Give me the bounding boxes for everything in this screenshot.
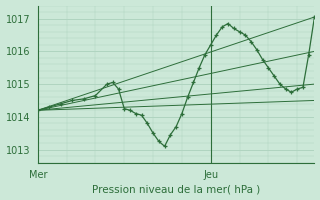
X-axis label: Pression niveau de la mer( hPa ): Pression niveau de la mer( hPa ) bbox=[92, 184, 260, 194]
